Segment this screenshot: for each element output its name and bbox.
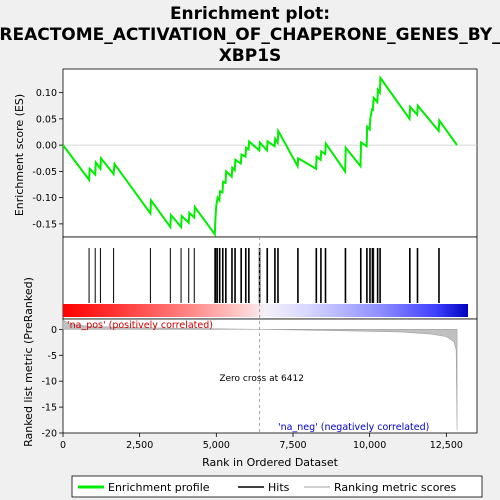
metric-ytick-label: -5	[48, 351, 57, 362]
neg-correlated-label: 'na_neg' (negatively correlated)	[278, 422, 429, 433]
legend-label-ranking: Ranking metric scores	[334, 481, 456, 494]
x-axis-label: Rank in Ordered Dataset	[202, 456, 339, 469]
xtick-label: 2,500	[126, 440, 153, 451]
rank-color-bar	[63, 304, 468, 317]
metric-ytick-label: -20	[41, 429, 57, 440]
xtick-label: 7,500	[279, 440, 306, 451]
es-ytick-label: -0.05	[32, 167, 57, 178]
es-y-axis-label: Enrichment score (ES)	[13, 94, 26, 216]
xtick-label: 0	[60, 440, 66, 451]
legend-label-enrichment: Enrichment profile	[108, 481, 210, 494]
x-axis: 0 2,500 5,000 7,500 10,000 12,500	[60, 433, 463, 451]
chart-title-line-1: Enrichment plot:	[170, 4, 330, 24]
zero-cross-label: Zero cross at 6412	[219, 374, 304, 384]
xtick-label: 5,000	[203, 440, 230, 451]
pos-correlated-label: 'na_pos' (positively correlated)	[67, 320, 213, 331]
metric-ytick-label: -15	[41, 403, 57, 414]
metric-y-axis: 0 -5 -10 -15 -20	[41, 325, 63, 440]
es-ytick-label: -0.10	[32, 193, 57, 204]
xtick-label: 12,500	[430, 440, 463, 451]
xtick-label: 10,000	[353, 440, 386, 451]
chart-title-line-2: REACTOME_ACTIVATION_OF_CHAPERONE_GENES_B…	[0, 25, 500, 45]
legend: Enrichment profile Hits Ranking metric s…	[72, 476, 482, 497]
es-ytick-label: 0.10	[36, 88, 57, 99]
es-ytick-label: 0.05	[36, 114, 57, 125]
metric-ytick-label: -10	[41, 377, 57, 388]
es-y-axis: 0.10 0.05 0.00 -0.05 -0.10 -0.15	[32, 88, 63, 230]
es-ytick-label: -0.15	[32, 219, 57, 230]
metric-ytick-label: 0	[51, 325, 57, 336]
chart-title-line-3: XBP1S	[219, 46, 282, 66]
metric-y-axis-label: Ranked list metric (PreRanked)	[22, 277, 35, 447]
legend-label-hits: Hits	[268, 481, 290, 494]
es-ytick-label: 0.00	[36, 141, 57, 152]
es-panel	[63, 69, 477, 237]
